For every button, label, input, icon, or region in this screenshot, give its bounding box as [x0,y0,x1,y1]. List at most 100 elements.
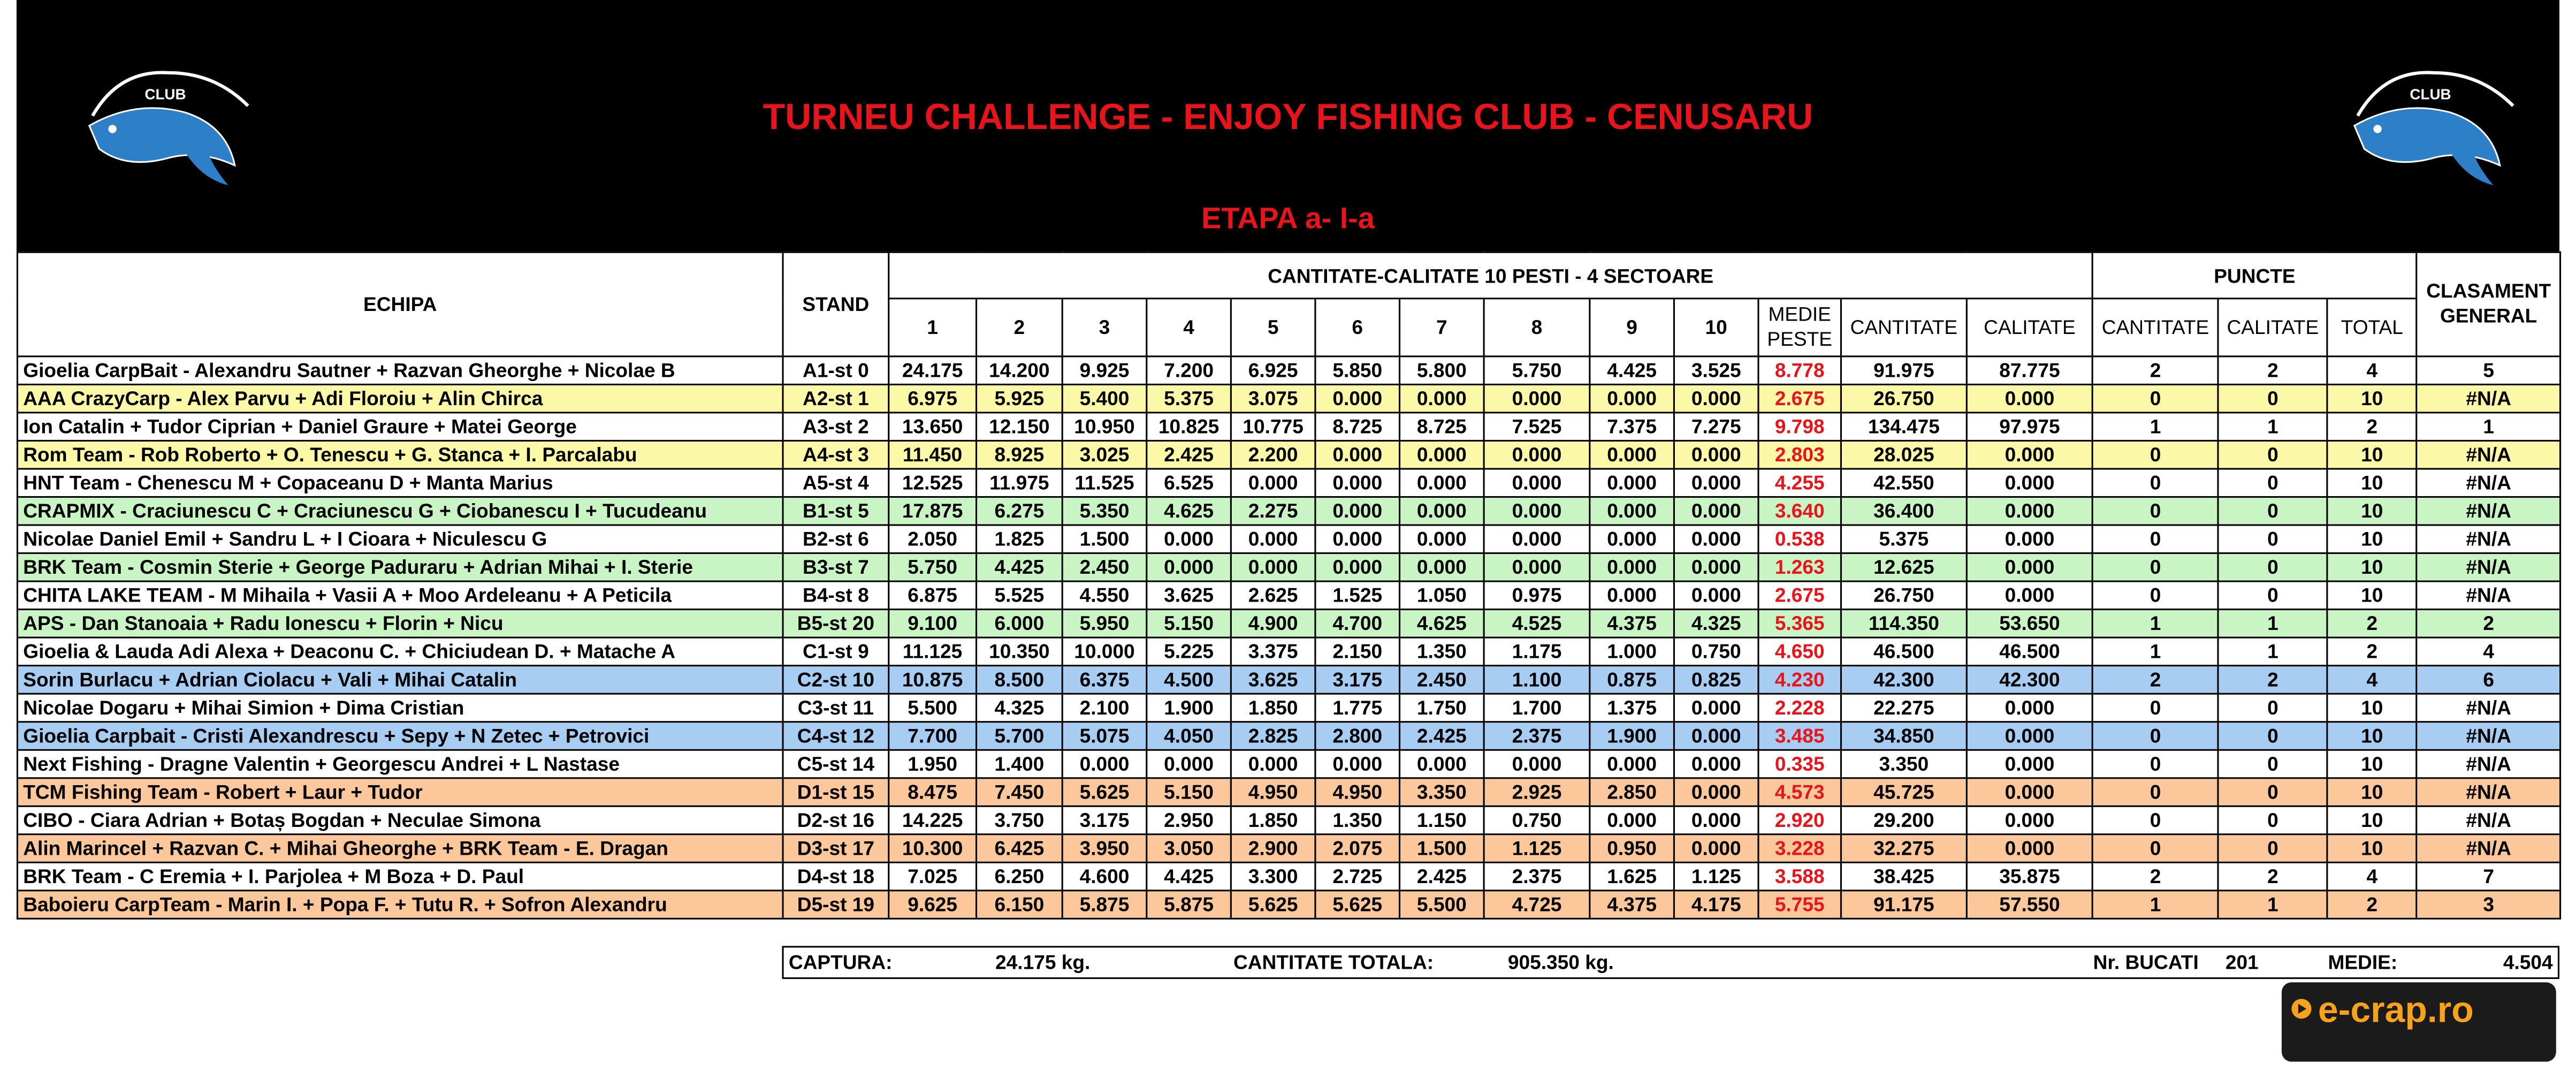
fish-weight-cell: 4.050 [1146,721,1232,751]
points-total-cell: 10 [2326,468,2418,498]
fish-weight-cell: 8.925 [975,439,1063,470]
points-quality-cell: 0 [2217,721,2328,751]
fish-weight-cell: 0.000 [1673,468,1759,498]
fish-weight-cell: 2.375 [1483,861,1591,892]
fish-weight-cell: 5.875 [1061,890,1148,920]
points-quantity-cell: 2 [2092,861,2219,892]
quality-cell: 0.000 [1965,693,2094,723]
general-rank-cell: #N/A [2415,833,2562,863]
fish-weight-cell: 0.000 [1398,383,1485,414]
average-cell: 9.798 [1757,412,1842,442]
summary-footer: CAPTURA: 24.175 kg. CANTITATE TOTALA: 90… [782,946,2560,979]
fish-weight-cell: 5.925 [975,383,1063,414]
col-header-points-quality: CALITATE [2217,298,2328,358]
team-cell: CRAPMIX - Craciunescu C + Craciunescu G … [16,496,784,526]
fish-weight-cell: 2.275 [1230,496,1316,526]
stand-cell: B4-st 8 [782,580,890,611]
fish-weight-cell: 2.200 [1230,439,1316,470]
points-quantity-cell: 0 [2092,580,2219,611]
fish-weight-cell: 0.000 [1589,552,1675,582]
fish-weight-cell: 0.000 [1398,552,1485,582]
fish-weight-cell: 1.400 [975,749,1063,779]
average-cell: 2.920 [1757,805,1842,835]
team-cell: CHITA LAKE TEAM - M Mihaila + Vasii A + … [16,580,784,611]
points-quality-cell: 1 [2217,412,2328,442]
points-quality-cell: 2 [2217,355,2328,385]
fish-weight-cell: 3.350 [1398,777,1485,807]
fish-weight-cell: 5.350 [1061,496,1148,526]
points-total-cell: 2 [2326,412,2418,442]
table-row: Alin Marincel + Razvan C. + Mihai Gheorg… [16,833,2562,863]
table-row: Gioelia & Lauda Adi Alexa + Deaconu C. +… [16,636,2562,667]
fish-weight-cell: 3.750 [975,805,1063,835]
stand-cell: C4-st 12 [782,721,890,751]
stage-subtitle: ETAPA a- I-a [1201,201,1375,235]
fish-weight-cell: 0.000 [1589,749,1675,779]
fish-weight-cell: 13.650 [888,412,978,442]
table-row: Ion Catalin + Tudor Ciprian + Daniel Gra… [16,412,2562,442]
quantity-cell: 26.750 [1840,383,1968,414]
points-quality-cell: 0 [2217,552,2328,582]
quantity-cell: 32.275 [1840,833,1968,863]
col-header-fish-2: 2 [975,298,1063,358]
col-header-team: ECHIPA [16,251,784,358]
stand-cell: A4-st 3 [782,439,890,470]
quantity-cell: 12.625 [1840,552,1968,582]
fish-weight-cell: 3.175 [1061,805,1148,835]
table-row: Gioelia Carpbait - Cristi Alexandrescu +… [16,721,2562,751]
points-quality-cell: 0 [2217,805,2328,835]
table-row: CRAPMIX - Craciunescu C + Craciunescu G … [16,496,2562,526]
fish-weight-cell: 4.600 [1061,861,1148,892]
fish-weight-cell: 0.000 [1589,383,1675,414]
team-cell: Alin Marincel + Razvan C. + Mihai Gheorg… [16,833,784,863]
fish-weight-cell: 5.625 [1314,890,1401,920]
stand-cell: B5-st 20 [782,609,890,639]
col-header-fish-10: 10 [1673,298,1759,358]
fish-weight-cell: 1.950 [888,749,978,779]
fish-weight-cell: 7.450 [975,777,1063,807]
fish-weight-cell: 7.025 [888,861,978,892]
fish-weight-cell: 0.000 [1483,496,1591,526]
fish-weight-cell: 2.100 [1061,693,1148,723]
fish-weight-cell: 1.175 [1483,636,1591,667]
points-quantity-cell: 0 [2092,468,2219,498]
quantity-cell: 38.425 [1840,861,1968,892]
stand-cell: A1-st 0 [782,355,890,385]
general-rank-cell: #N/A [2415,777,2562,807]
team-cell: Nicolae Daniel Emil + Sandru L + I Cioar… [16,524,784,554]
fish-weight-cell: 6.375 [1061,665,1148,695]
fish-weight-cell: 2.800 [1314,721,1401,751]
fish-weight-cell: 0.000 [1673,383,1759,414]
fish-weight-cell: 3.175 [1314,665,1401,695]
fish-weight-cell: 0.000 [1589,439,1675,470]
fish-weight-cell: 5.500 [1398,890,1485,920]
fish-weight-cell: 1.050 [1398,580,1485,611]
fish-weight-cell: 4.425 [1146,861,1232,892]
col-header-fish-7: 7 [1398,298,1485,358]
col-header-quality: CALITATE [1965,298,2094,358]
points-quantity-cell: 1 [2092,412,2219,442]
fish-weight-cell: 4.900 [1230,609,1316,639]
fish-weight-cell: 2.450 [1398,665,1485,695]
quality-cell: 57.550 [1965,890,2094,920]
points-quantity-cell: 0 [2092,496,2219,526]
points-quantity-cell: 0 [2092,721,2219,751]
points-quantity-cell: 0 [2092,749,2219,779]
stand-cell: B1-st 5 [782,496,890,526]
team-cell: Rom Team - Rob Roberto + O. Tenescu + G.… [16,439,784,470]
quantity-cell: 36.400 [1840,496,1968,526]
col-header-fish-3: 3 [1061,298,1148,358]
fish-weight-cell: 17.875 [888,496,978,526]
fish-weight-cell: 5.375 [1146,383,1232,414]
fish-weight-cell: 1.500 [1061,524,1148,554]
fish-weight-cell: 0.825 [1673,665,1759,695]
fish-weight-cell: 5.700 [975,721,1063,751]
fish-weight-cell: 1.900 [1146,693,1232,723]
quantity-cell: 91.175 [1840,890,1968,920]
fish-weight-cell: 8.725 [1398,412,1485,442]
table-row: APS - Dan Stanoaia + Radu Ionescu + Flor… [16,609,2562,639]
fish-weight-cell: 0.000 [1673,496,1759,526]
team-cell: HNT Team - Chenescu M + Copaceanu D + Ma… [16,468,784,498]
fish-weight-cell: 5.875 [1146,890,1232,920]
table-row: BRK Team - C Eremia + I. Parjolea + M Bo… [16,861,2562,892]
